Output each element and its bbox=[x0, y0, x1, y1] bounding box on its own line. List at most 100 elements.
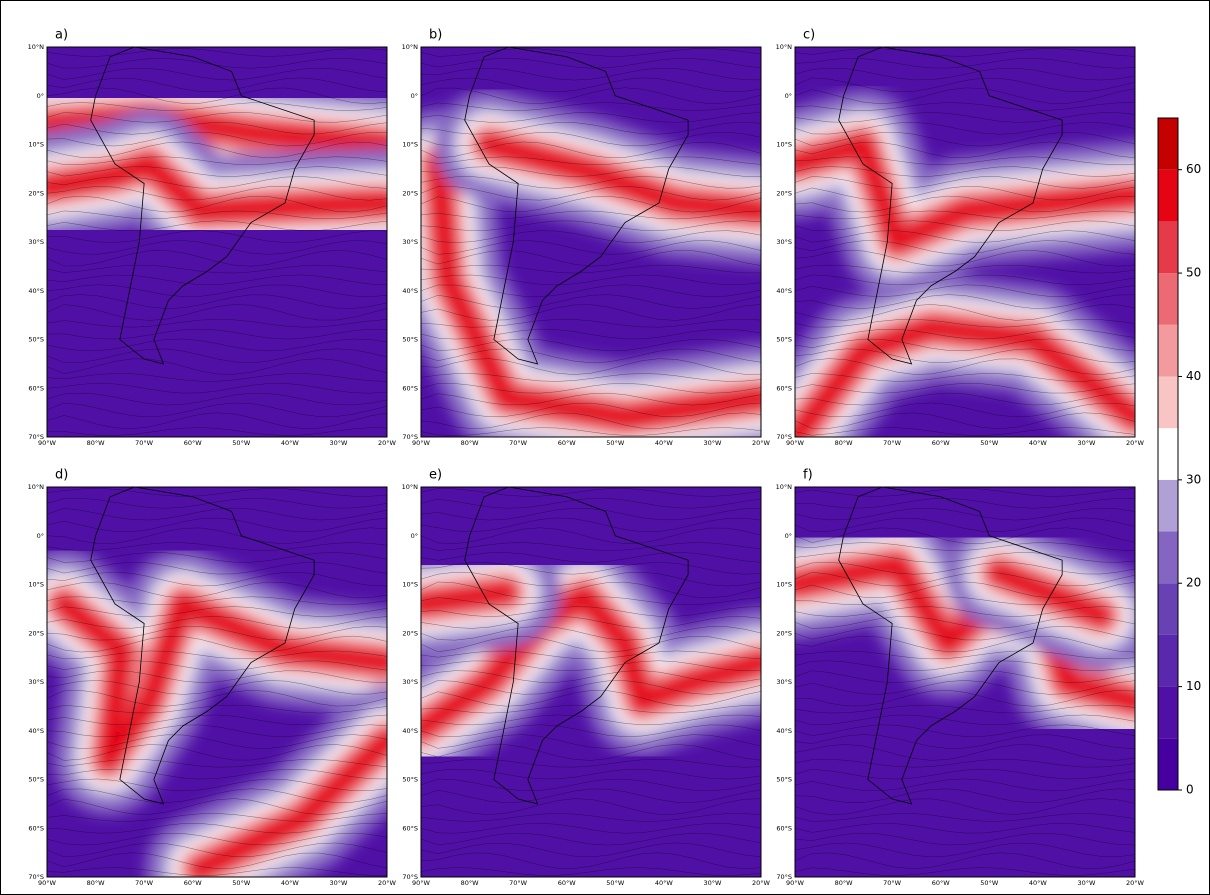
streamline bbox=[795, 338, 1135, 352]
map-panel bbox=[47, 47, 387, 437]
streamline bbox=[47, 832, 387, 846]
streamline bbox=[47, 67, 387, 81]
streamline bbox=[795, 358, 1135, 375]
streamline bbox=[421, 552, 761, 563]
coastline bbox=[464, 487, 689, 805]
streamline bbox=[47, 304, 387, 321]
streamline bbox=[47, 527, 387, 544]
streamline bbox=[795, 714, 1135, 726]
streamline bbox=[421, 250, 761, 267]
lat-tick-label: 10°S bbox=[776, 581, 792, 589]
streamline bbox=[795, 230, 1135, 243]
streamline bbox=[421, 562, 761, 575]
lon-tick-label: 60°W bbox=[558, 439, 577, 447]
streamline bbox=[795, 527, 1135, 544]
streamline bbox=[47, 274, 387, 286]
panel-label: f) bbox=[803, 468, 813, 483]
lat-tick-label: 0° bbox=[37, 92, 44, 100]
streamline bbox=[421, 230, 761, 243]
streamline bbox=[421, 768, 761, 780]
lat-tick-label: 20°S bbox=[402, 189, 418, 197]
lat-tick-label: 0° bbox=[785, 532, 792, 540]
streamline bbox=[795, 680, 1135, 695]
streamline bbox=[421, 517, 761, 533]
streamline bbox=[47, 240, 387, 255]
streamline bbox=[47, 734, 387, 749]
lat-tick-label: 10°N bbox=[402, 43, 419, 51]
lon-tick-label: 60°W bbox=[184, 879, 203, 887]
lat-tick-label: 10°N bbox=[28, 483, 45, 491]
streamline bbox=[795, 724, 1135, 737]
streamline bbox=[795, 176, 1135, 189]
coastline bbox=[464, 47, 689, 365]
lon-tick-label: 90°W bbox=[38, 879, 57, 887]
streamline bbox=[47, 48, 387, 57]
wind-field bbox=[795, 89, 1135, 437]
streamline bbox=[795, 412, 1135, 429]
streamline bbox=[47, 724, 387, 737]
lat-tick-label: 10°S bbox=[28, 581, 44, 589]
streamline bbox=[421, 264, 761, 274]
streamline bbox=[47, 373, 387, 382]
jet-band bbox=[421, 584, 514, 612]
streamline bbox=[421, 176, 761, 189]
streamline bbox=[795, 156, 1135, 165]
lat-tick-label: 30°S bbox=[402, 238, 418, 246]
streamline bbox=[795, 813, 1135, 822]
lat-tick-label: 50°S bbox=[402, 336, 418, 344]
lon-tick-label: 60°W bbox=[184, 439, 203, 447]
streamline bbox=[47, 650, 387, 660]
streamline bbox=[421, 798, 761, 815]
streamline bbox=[795, 517, 1135, 533]
streamline bbox=[47, 156, 387, 165]
streamline bbox=[795, 383, 1135, 394]
streamline bbox=[795, 778, 1135, 792]
streamline bbox=[47, 210, 387, 220]
lon-tick-label: 90°W bbox=[786, 879, 805, 887]
streamline bbox=[795, 650, 1135, 660]
streamline bbox=[47, 596, 387, 605]
streamline bbox=[421, 581, 761, 599]
streamline bbox=[47, 131, 387, 147]
lat-tick-label: 20°S bbox=[28, 189, 44, 197]
map-panel bbox=[421, 47, 761, 437]
streamline bbox=[421, 690, 761, 707]
colorbar-segment bbox=[1158, 634, 1178, 687]
streamline bbox=[47, 562, 387, 575]
panel-frame bbox=[46, 486, 388, 878]
streamline bbox=[421, 348, 761, 363]
streamline bbox=[795, 507, 1135, 521]
streamline bbox=[47, 230, 387, 243]
lon-tick-label: 40°W bbox=[281, 439, 300, 447]
streamline bbox=[421, 319, 761, 328]
streamline bbox=[795, 67, 1135, 81]
panel-label: e) bbox=[429, 468, 442, 483]
streamline bbox=[421, 358, 761, 375]
lon-tick-label: 80°W bbox=[461, 439, 480, 447]
panel-frame bbox=[794, 486, 1136, 878]
streamline bbox=[47, 294, 387, 309]
streamline bbox=[47, 616, 387, 629]
streamline bbox=[47, 581, 387, 599]
streamline bbox=[421, 823, 761, 834]
streamline bbox=[421, 616, 761, 629]
jet-band bbox=[192, 732, 387, 877]
colorbar-segment bbox=[1158, 531, 1178, 584]
streamline bbox=[47, 542, 387, 551]
jet-band bbox=[991, 564, 1109, 624]
lon-tick-label: 20°W bbox=[1126, 879, 1145, 887]
streamline bbox=[421, 660, 761, 671]
streamline bbox=[47, 690, 387, 707]
streamline bbox=[47, 788, 387, 803]
streamline bbox=[421, 488, 761, 497]
streamline bbox=[795, 626, 1135, 641]
colorbar-tick-label: 50 bbox=[1186, 266, 1201, 280]
colorbar-tick-label: 20 bbox=[1186, 576, 1201, 590]
streamline bbox=[47, 813, 387, 822]
lon-tick-label: 20°W bbox=[752, 879, 771, 887]
streamline bbox=[47, 328, 387, 340]
streamline bbox=[795, 660, 1135, 671]
lat-tick-label: 40°S bbox=[402, 727, 418, 735]
streamline bbox=[47, 798, 387, 815]
streamline bbox=[421, 542, 761, 551]
